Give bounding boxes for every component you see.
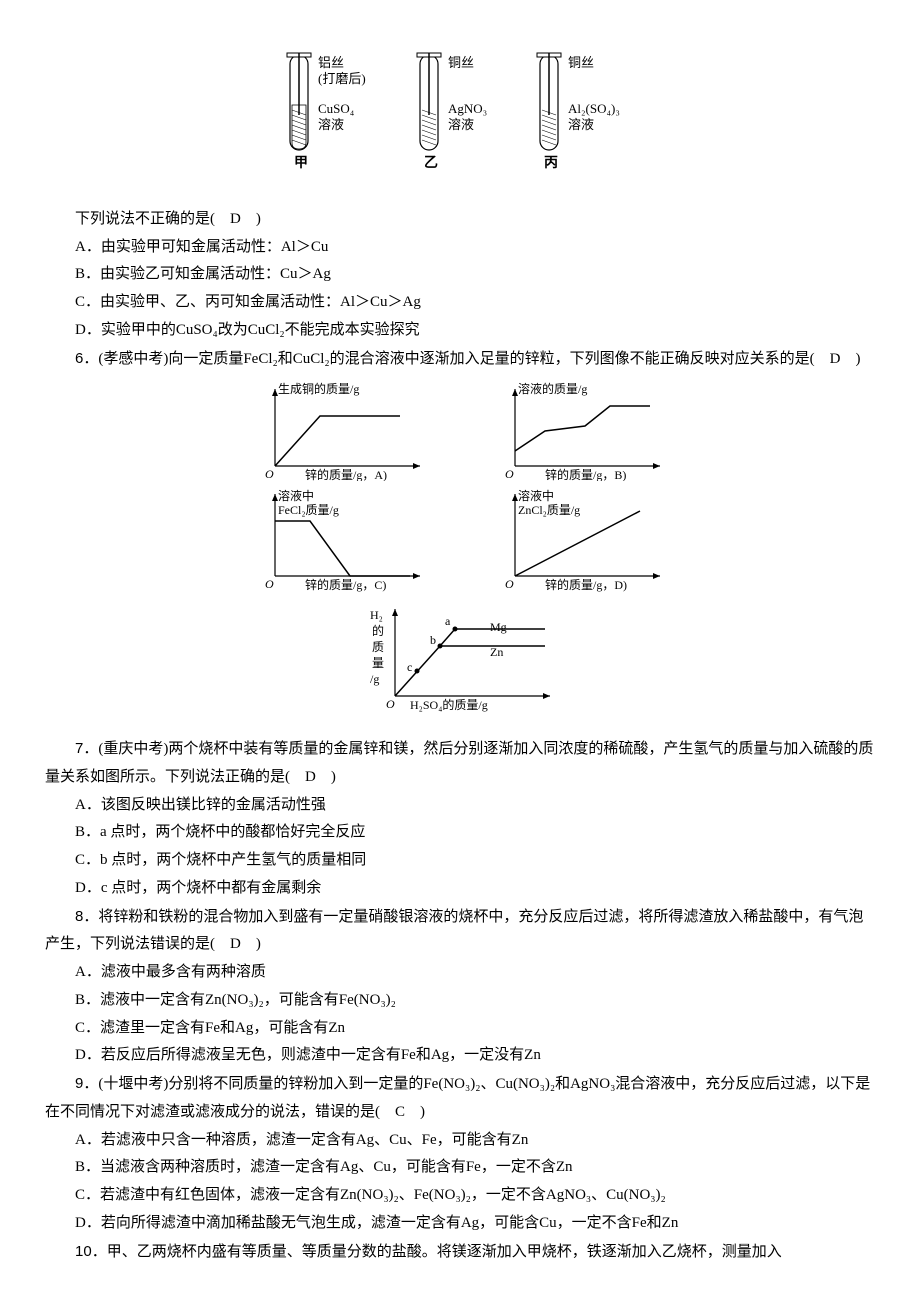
yi-wire: 铜丝 (448, 55, 474, 70)
q10-num: 10 (75, 1243, 92, 1260)
svg-text:溶液的质量/g: 溶液的质量/g (518, 381, 587, 396)
svg-text:O: O (505, 467, 514, 481)
jia-sol2: 溶液 (318, 117, 344, 132)
jia-note: (打磨后) (318, 71, 366, 86)
yi-sol1: AgNO₃ (448, 101, 487, 116)
chart-c: 溶液中 FeCl₂质量/g O 锌的质量/g，C) (250, 486, 430, 596)
svg-text:H₂SO₄的质量/g: H₂SO₄的质量/g (410, 697, 488, 712)
svg-text:的: 的 (372, 623, 384, 638)
svg-text:溶液中: 溶液中 (518, 488, 554, 503)
svg-text:O: O (386, 697, 395, 711)
svg-text:/g: /g (370, 672, 379, 686)
svg-text:量: 量 (372, 656, 384, 670)
q8-stem: ．将锌粉和铁粉的混合物加入到盛有一定量硝酸银溶液的烧杯中，充分反应后过滤，将所得… (45, 909, 863, 953)
yi-sol2: 溶液 (448, 117, 474, 132)
q8-line: 8．将锌粉和铁粉的混合物加入到盛有一定量硝酸银溶液的烧杯中，充分反应后过滤，将所… (45, 903, 875, 960)
chart-b: 溶液的质量/g O 锌的质量/g，B) (490, 381, 670, 481)
q7-line: 7．(重庆中考)两个烧杯中装有等质量的金属锌和镁，然后分别逐渐加入同浓度的稀硫酸… (45, 735, 875, 792)
bing-label: 丙 (544, 155, 558, 171)
q8-opt-b: B．滤液中一定含有Zn(NO₃)₂，可能含有Fe(NO₃)₂ (45, 987, 875, 1015)
svg-text:ZnCl₂质量/g: ZnCl₂质量/g (518, 503, 580, 517)
q7-stem: ．(重庆中考)两个烧杯中装有等质量的金属锌和镁，然后分别逐渐加入同浓度的稀硫酸，… (45, 741, 873, 785)
q9-line: 9．(十堰中考)分别将不同质量的锌粉加入到一定量的Fe(NO₃)₂、Cu(NO₃… (45, 1070, 875, 1127)
q9-opt-a: A．若滤液中只含一种溶质，滤渣一定含有Ag、Cu、Fe，可能含有Zn (45, 1127, 875, 1155)
svg-text:溶液中: 溶液中 (278, 488, 314, 503)
svg-text:锌的质量/g，D): 锌的质量/g，D) (545, 577, 627, 592)
q6-charts: 生成铜的质量/g O 锌的质量/g，A) 溶液的质量/g O 锌的质量/g，B)… (45, 381, 875, 727)
q8-opt-c: C．滤渣里一定含有Fe和Ag，可能含有Zn (45, 1015, 875, 1043)
bing-sol1: Al₂(SO₄)₃ (568, 101, 620, 116)
test-tubes-diagram: 铝丝 (打磨后) CuSO₄ 溶液 甲 铜丝 AgNO₃ 溶液 乙 (45, 50, 875, 191)
svg-text:锌的质量/g，C): 锌的质量/g，C) (305, 577, 386, 592)
jia-wire: 铝丝 (318, 55, 344, 70)
q9-opt-b: B．当滤液含两种溶质时，滤渣一定含有Ag、Cu，可能含有Fe，一定不含Zn (45, 1154, 875, 1182)
q8-opt-d: D．若反应后所得滤液呈无色，则滤渣中一定含有Fe和Ag，一定没有Zn (45, 1042, 875, 1070)
q9-stem: ．(十堰中考)分别将不同质量的锌粉加入到一定量的Fe(NO₃)₂、Cu(NO₃)… (45, 1076, 870, 1120)
chart-d: 溶液中 ZnCl₂质量/g O 锌的质量/g，D) (490, 486, 670, 596)
bing-sol2: 溶液 (568, 117, 594, 132)
q7-opt-a: A．该图反映出镁比锌的金属活动性强 (45, 792, 875, 820)
q8-opt-a: A．滤液中最多含有两种溶质 (45, 959, 875, 987)
svg-text:O: O (505, 577, 514, 591)
q7-opt-d: D．c 点时，两个烧杯中都有金属剩余 (45, 875, 875, 903)
svg-text:锌的质量/g，A): 锌的质量/g，A) (305, 467, 387, 481)
svg-text:FeCl₂质量/g: FeCl₂质量/g (278, 503, 339, 517)
q5-opt-d: D．实验甲中的CuSO₄改为CuCl₂不能完成本实验探究 (45, 317, 875, 345)
svg-text:a: a (445, 614, 451, 628)
chart-a: 生成铜的质量/g O 锌的质量/g，A) (250, 381, 430, 481)
q10-line: 10．甲、乙两烧杯内盛有等质量、等质量分数的盐酸。将镁逐渐加入甲烧杯，铁逐渐加入… (45, 1238, 875, 1267)
q9-opt-d: D．若向所得滤渣中滴加稀盐酸无气泡生成，滤渣一定含有Ag，可能含Cu，一定不含F… (45, 1210, 875, 1238)
svg-text:质: 质 (372, 640, 384, 654)
svg-text:b: b (430, 633, 436, 647)
q6-stem: ．(孝感中考)向一定质量FeCl₂和CuCl₂的混合溶液中逐渐加入足量的锌粒，下… (83, 351, 860, 367)
q5-opt-b: B．由实验乙可知金属活动性：Cu＞Ag (45, 261, 875, 289)
q5-opt-a: A．由实验甲可知金属活动性：Al＞Cu (45, 234, 875, 262)
q5-opt-c: C．由实验甲、乙、丙可知金属活动性：Al＞Cu＞Ag (45, 289, 875, 317)
svg-text:锌的质量/g，B): 锌的质量/g，B) (545, 467, 626, 481)
jia-label: 甲 (294, 155, 308, 171)
svg-text:Zn: Zn (490, 645, 503, 659)
h2-chart: a b c Mg Zn H₂ 的 质 量 /g O H₂SO₄的质量/g (350, 601, 570, 716)
q9-opt-c: C．若滤渣中有红色固体，滤液一定含有Zn(NO₃)₂、Fe(NO₃)₂，一定不含… (45, 1182, 875, 1210)
svg-text:c: c (407, 660, 412, 674)
jia-sol1: CuSO₄ (318, 101, 355, 116)
tubes-svg: 铝丝 (打磨后) CuSO₄ 溶液 甲 铜丝 AgNO₃ 溶液 乙 (270, 50, 650, 180)
q6-line: 6．(孝感中考)向一定质量FeCl₂和CuCl₂的混合溶液中逐渐加入足量的锌粒，… (45, 345, 875, 374)
svg-text:Mg: Mg (490, 620, 507, 634)
q7-opt-c: C．b 点时，两个烧杯中产生氢气的质量相同 (45, 847, 875, 875)
svg-text:O: O (265, 467, 274, 481)
q10-stem: ．甲、乙两烧杯内盛有等质量、等质量分数的盐酸。将镁逐渐加入甲烧杯，铁逐渐加入乙烧… (92, 1244, 782, 1260)
yi-label: 乙 (424, 155, 438, 171)
q5-stem: 下列说法不正确的是( D ) (45, 206, 875, 234)
bing-wire: 铜丝 (568, 55, 594, 70)
svg-text:生成铜的质量/g: 生成铜的质量/g (278, 381, 359, 396)
svg-text:O: O (265, 577, 274, 591)
q7-opt-b: B．a 点时，两个烧杯中的酸都恰好完全反应 (45, 819, 875, 847)
svg-text:H₂: H₂ (370, 608, 383, 622)
